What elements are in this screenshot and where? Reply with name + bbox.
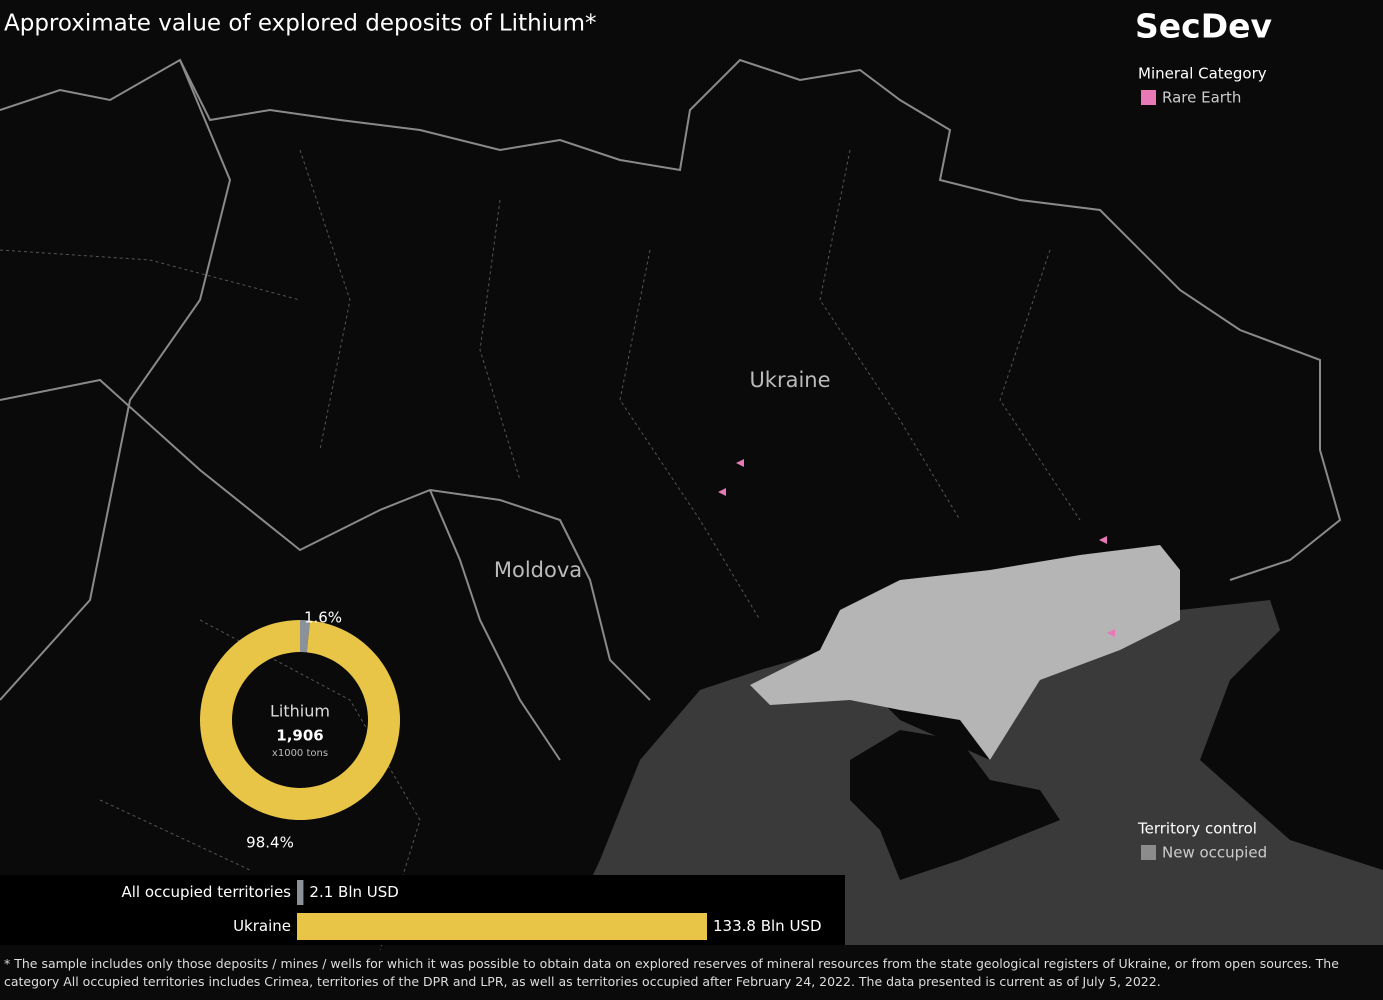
legend-title: Mineral Category <box>1138 65 1267 83</box>
donut-label: 1.6% <box>304 609 342 627</box>
donut-label: 98.4% <box>246 834 294 852</box>
bar-value-label: 133.8 Bln USD <box>713 917 822 935</box>
donut-center-value: 1,906 <box>276 727 323 745</box>
border-line <box>0 59 232 701</box>
bar <box>297 913 707 940</box>
legend-title: Territory control <box>1137 820 1257 838</box>
region-line <box>0 149 1081 950</box>
legend-swatch <box>1141 90 1156 105</box>
bar <box>297 880 304 905</box>
donut-segment <box>200 620 401 820</box>
legend-swatch <box>1141 845 1156 860</box>
brand: SecDev <box>1135 7 1272 46</box>
title: Approximate value of explored deposits o… <box>4 11 597 37</box>
map-label: Moldova <box>494 558 582 582</box>
border-line <box>429 489 561 761</box>
legend-label: New occupied <box>1162 844 1267 862</box>
donut-center-title: Lithium <box>270 702 330 721</box>
deposit-point <box>718 488 726 496</box>
bar-value-label: 2.1 Bln USD <box>309 883 398 901</box>
donut-center-unit: x1000 tons <box>272 748 328 759</box>
map-label: Ukraine <box>749 368 830 392</box>
deposit-point <box>1107 629 1115 637</box>
bar-category: All occupied territories <box>121 883 291 901</box>
deposit-point <box>736 459 744 467</box>
deposit-point <box>1099 536 1107 544</box>
bar-category: Ukraine <box>233 917 291 935</box>
footnote: * The sample includes only those deposit… <box>4 956 1339 989</box>
borders <box>0 58 1342 761</box>
regions <box>0 149 1081 950</box>
map: Approximate value of explored deposits o… <box>0 6 1383 950</box>
legend-label: Rare Earth <box>1162 89 1241 107</box>
donut-segment <box>300 620 311 653</box>
deposits <box>718 459 1115 637</box>
occupied-area <box>750 545 1180 760</box>
border-line <box>0 58 1342 581</box>
crimea <box>850 730 1060 880</box>
